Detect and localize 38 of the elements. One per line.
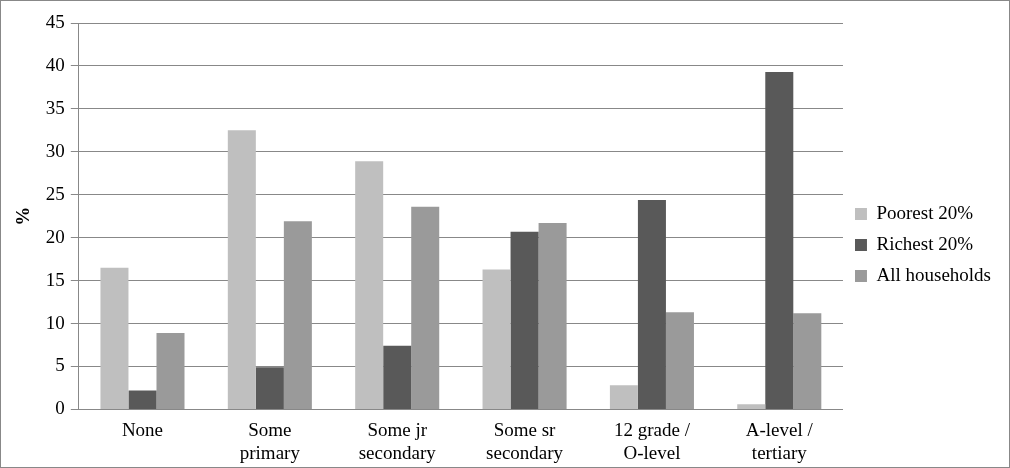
legend-label: All households (876, 263, 991, 285)
y-tick-label: 30 (45, 139, 65, 161)
y-tick-label: 0 (55, 397, 65, 419)
x-tick-label: None (121, 418, 164, 440)
y-tick-label: 15 (45, 268, 65, 290)
x-tick-label: Some sr secondary (486, 418, 564, 463)
bar (255, 367, 284, 409)
y-tick-label: 40 (45, 53, 65, 75)
bar (765, 71, 794, 409)
bar (793, 313, 822, 409)
bar (156, 332, 185, 409)
bar (383, 345, 412, 409)
bar (355, 161, 384, 409)
legend-label: Richest 20% (876, 232, 974, 254)
bar (411, 206, 440, 409)
bar (665, 312, 694, 409)
bar (737, 404, 766, 409)
bar (128, 390, 157, 409)
bar (609, 385, 638, 409)
bar (510, 231, 539, 409)
y-tick-label: 35 (45, 96, 65, 118)
bar (227, 130, 256, 409)
y-tick-label: 20 (45, 225, 65, 247)
y-tick-label: 25 (45, 182, 65, 204)
y-axis-title: % (12, 206, 34, 226)
bar (538, 223, 567, 409)
x-tick-label: A-level / tertiary (745, 418, 814, 463)
bar (283, 221, 312, 409)
y-tick-label: 5 (55, 354, 65, 376)
x-tick-label: 12 grade / O-level (613, 418, 691, 463)
legend-label: Poorest 20% (876, 201, 974, 223)
x-tick-label: Some primary (239, 418, 301, 463)
bar (482, 269, 511, 409)
y-tick-label: 10 (45, 311, 65, 333)
bar (637, 199, 666, 409)
y-tick-label: 45 (45, 10, 65, 32)
bar (100, 267, 129, 409)
x-tick-label: Some jr secondary (358, 418, 437, 463)
